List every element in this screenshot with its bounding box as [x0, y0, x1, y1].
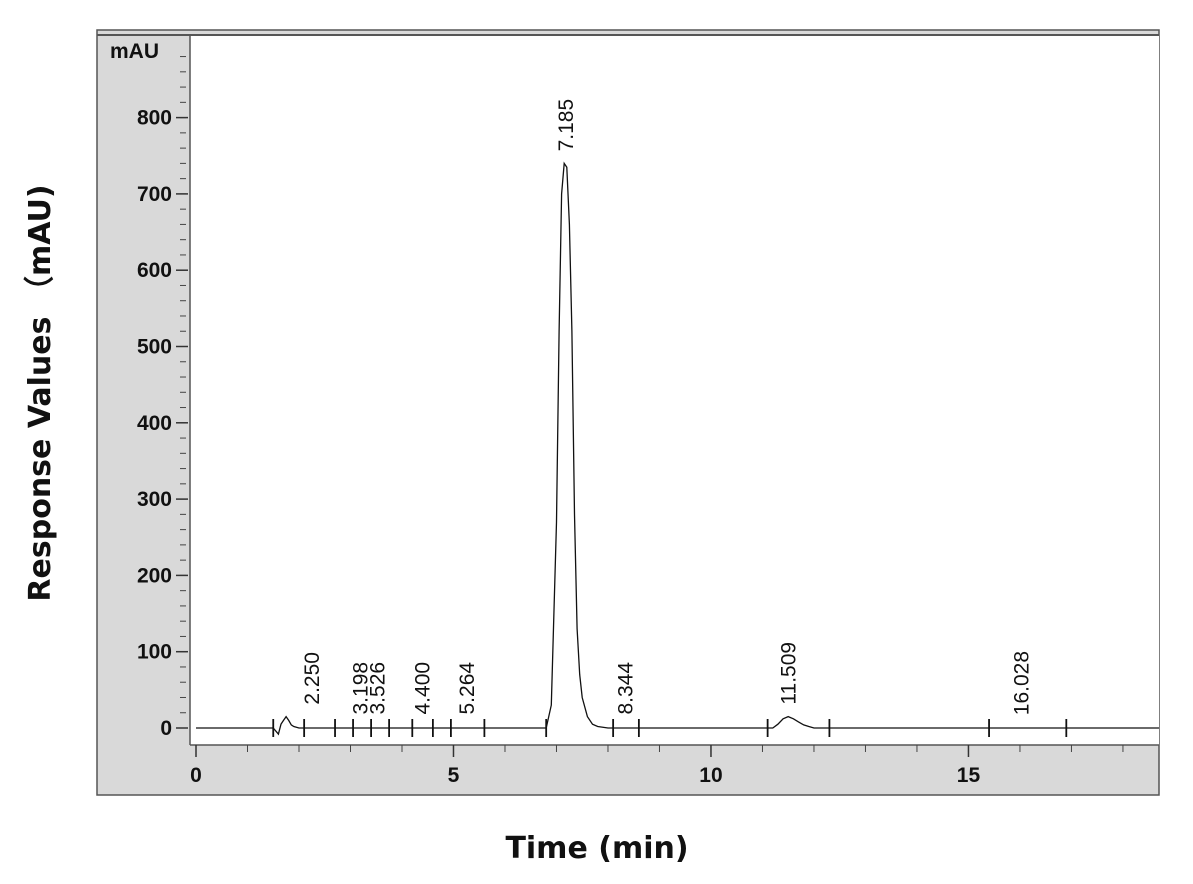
y-tick-label: 200 — [137, 564, 172, 587]
y-tick-label: 600 — [137, 259, 172, 282]
y-tick-label: 300 — [137, 488, 172, 511]
peak-label: 5.264 — [456, 662, 479, 715]
peak-label: 16.028 — [1010, 651, 1033, 715]
x-axis-title: Time (min) — [505, 831, 688, 866]
chromatogram-trace — [196, 161, 1159, 736]
y-axis-title: Response Values （mAU) — [23, 184, 58, 601]
x-tick-label: 5 — [448, 764, 460, 787]
x-tick-label: 0 — [190, 764, 202, 787]
y-tick-label: 100 — [137, 641, 172, 664]
peak-label: 11.509 — [778, 642, 801, 705]
peak-label: 7.185 — [555, 99, 578, 152]
peak-label: 8.344 — [615, 662, 638, 715]
y-tick-label: 500 — [137, 336, 172, 359]
plot-area — [190, 35, 1159, 745]
y-unit-label: mAU — [110, 40, 159, 63]
y-ticks: 0 100 200 300 400 500 600 700 800 — [137, 107, 188, 740]
y-tick-label: 0 — [160, 717, 172, 740]
x-tick-label: 15 — [957, 764, 981, 787]
y-tick-label: 400 — [137, 412, 172, 435]
x-ticks: 0 5 10 15 — [190, 745, 980, 787]
peak-label: 4.400 — [412, 662, 435, 715]
y-tick-label: 700 — [137, 183, 172, 206]
y-tick-label: 800 — [137, 107, 172, 130]
peak-label: 3.198 — [350, 662, 373, 715]
peak-label: 2.250 — [301, 652, 324, 705]
x-tick-label: 10 — [699, 764, 722, 787]
peak-label: 3.526 — [367, 662, 390, 715]
